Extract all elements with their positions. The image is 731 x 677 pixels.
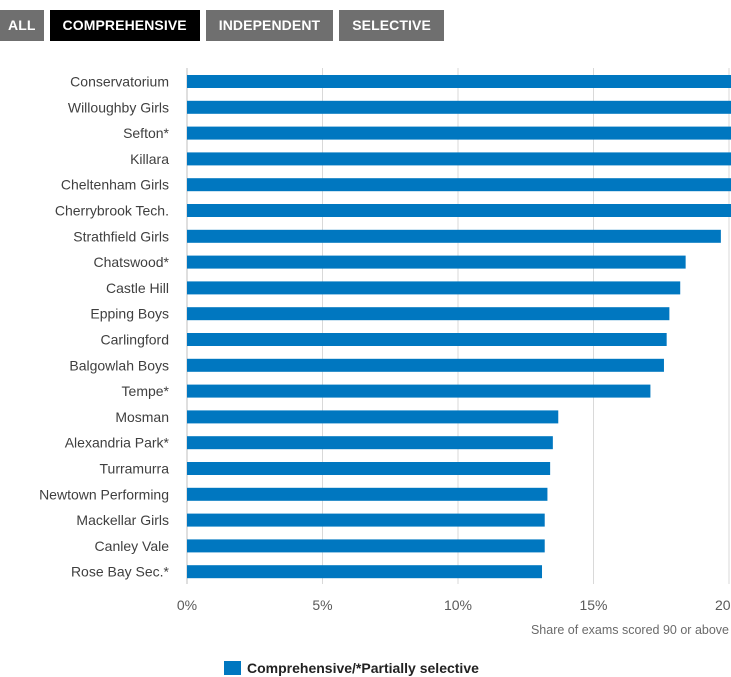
filter-tabs: ALL COMPREHENSIVE INDEPENDENT SELECTIVE [0, 10, 444, 41]
bar[interactable] [187, 307, 670, 321]
bar[interactable] [187, 565, 543, 579]
bar[interactable] [187, 100, 731, 114]
category-label: Epping Boys [90, 306, 169, 322]
gridlines [186, 68, 730, 584]
x-axis-ticks: 0%5%10%15%20%25%30%35% [177, 597, 731, 613]
category-label: Mosman [115, 409, 169, 425]
tab-independent[interactable]: INDEPENDENT [205, 10, 334, 41]
x-tick-label: 15% [579, 597, 607, 613]
category-label: Conservatorium [70, 74, 169, 90]
category-label: Carlingford [101, 332, 169, 348]
bar-chart: Conservatorium Willoughby Girls Sefton* Kil… [39, 68, 731, 637]
category-label: Rose Bay Sec.* [71, 564, 170, 580]
x-tick-label: 5% [312, 597, 332, 613]
bar[interactable] [187, 358, 664, 372]
bar[interactable] [187, 152, 731, 166]
category-label: Castle Hill [106, 280, 169, 296]
bar[interactable] [187, 410, 559, 424]
bar[interactable] [187, 384, 651, 398]
bar[interactable] [187, 178, 731, 192]
category-label: Tempe* [122, 383, 170, 399]
x-tick-label: 20% [715, 597, 731, 613]
bar[interactable] [187, 229, 721, 243]
category-label: Newtown Performing [39, 486, 169, 502]
category-label: Balgowlah Boys [69, 357, 169, 373]
category-label: Turramurra [100, 461, 170, 477]
category-label: Alexandria Park* [65, 435, 170, 451]
bar[interactable] [187, 487, 548, 501]
bar[interactable] [187, 513, 545, 527]
bars [187, 75, 731, 579]
bar[interactable] [187, 204, 731, 217]
category-label: Mackellar Girls [76, 512, 169, 528]
bar[interactable] [187, 539, 545, 553]
tab-all[interactable]: ALL [0, 10, 44, 41]
category-label: Strathfield Girls [73, 228, 169, 244]
bar[interactable] [187, 333, 667, 346]
legend: Comprehensive/*Partially selective [224, 660, 479, 676]
category-label: Chatswood* [94, 254, 170, 270]
legend-label: Comprehensive/*Partially selective [247, 660, 479, 676]
category-labels: Conservatorium Willoughby Girls Sefton* Kil… [39, 74, 169, 580]
bar[interactable] [187, 462, 551, 475]
x-tick-label: 0% [177, 597, 197, 613]
category-label: Killara [130, 151, 169, 167]
category-label: Cheltenham Girls [61, 177, 169, 193]
tab-comprehensive[interactable]: COMPREHENSIVE [49, 10, 200, 41]
x-axis-title: Share of exams scored 90 or above [531, 623, 729, 637]
category-label: Cherrybrook Tech. [55, 203, 169, 219]
category-label: Sefton* [123, 125, 169, 141]
category-label: Willoughby Girls [68, 99, 169, 115]
category-label: Canley Vale [95, 538, 170, 554]
bar[interactable] [187, 75, 731, 88]
bar[interactable] [187, 436, 553, 450]
bar[interactable] [187, 126, 731, 140]
bar[interactable] [187, 281, 681, 295]
x-tick-label: 10% [444, 597, 472, 613]
legend-swatch [224, 661, 241, 675]
tab-selective[interactable]: SELECTIVE [339, 10, 444, 41]
bar[interactable] [187, 255, 686, 269]
